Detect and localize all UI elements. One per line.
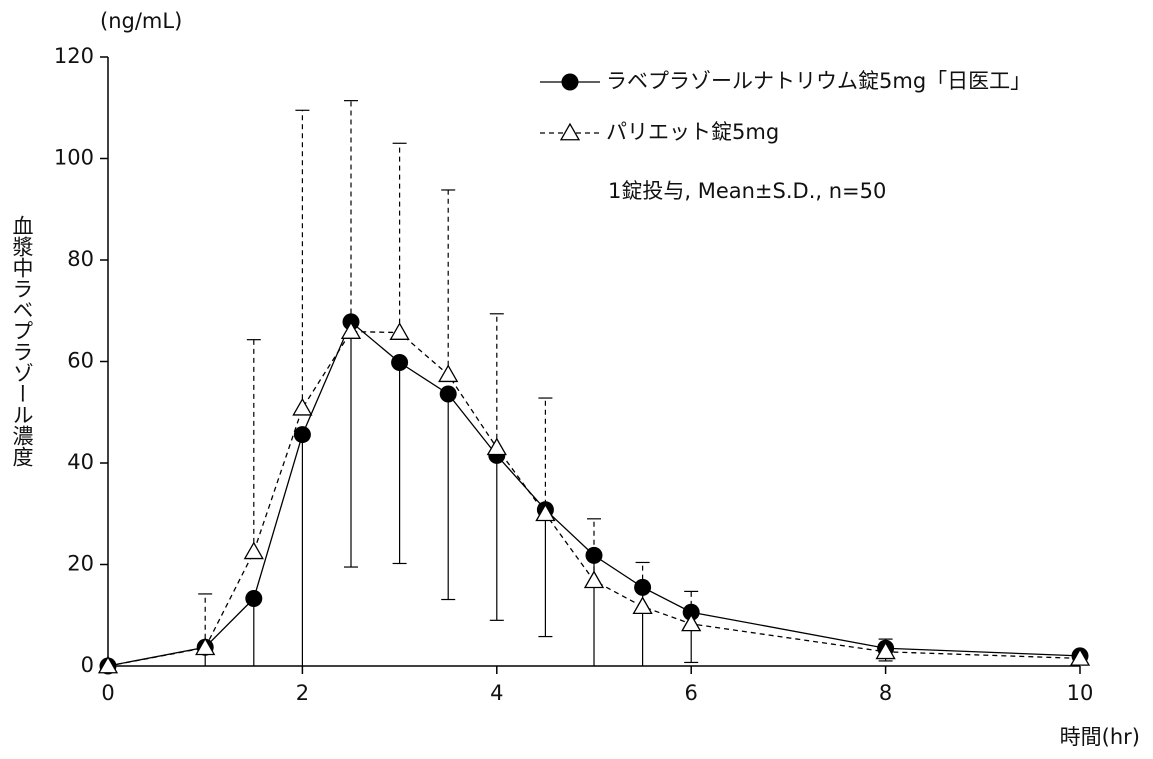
data-point	[875, 641, 896, 660]
x-tick-label: 4	[490, 681, 503, 705]
x-axis-label: 時間(hr)	[1060, 725, 1140, 749]
data-point	[391, 354, 409, 372]
data-point	[632, 596, 653, 615]
y-axis-label: 血漿中ラベプラゾール濃度	[10, 215, 34, 467]
data-point	[681, 613, 702, 632]
data-point	[634, 578, 652, 596]
y-tick-label: 40	[67, 450, 94, 474]
data-point	[195, 637, 216, 656]
y-tick-label: 80	[67, 247, 94, 271]
y-tick-label: 120	[54, 44, 94, 68]
data-point	[585, 546, 603, 564]
data-point	[583, 570, 605, 589]
annotation: 1錠投与, Mean±S.D., n=50	[608, 179, 886, 203]
data-point	[293, 426, 311, 444]
data-point	[340, 321, 362, 339]
x-tick-label: 2	[296, 681, 309, 705]
x-tick-label: 10	[1067, 681, 1094, 705]
x-tick-label: 8	[879, 681, 892, 705]
data-point	[682, 603, 700, 621]
data-point	[292, 397, 313, 416]
data-point	[438, 364, 459, 383]
series-line	[107, 320, 1081, 667]
legend-label: パリエット錠5mg	[606, 120, 779, 144]
y-tick-label: 20	[67, 552, 94, 576]
y-tick-label: 60	[67, 349, 94, 373]
y-tick-label: 0	[81, 653, 94, 677]
data-point	[486, 437, 507, 456]
data-point	[1069, 648, 1091, 666]
x-tick-label: 0	[101, 681, 114, 705]
legend-label: ラベプラゾールナトリウム錠5mg「日医工」	[606, 69, 1031, 93]
y-unit: (ng/mL)	[100, 9, 182, 33]
x-tick-label: 6	[685, 681, 698, 705]
data-point	[389, 322, 410, 340]
legend-marker	[559, 122, 581, 141]
y-tick-label: 100	[54, 146, 94, 170]
data-point	[243, 541, 264, 560]
data-point	[535, 503, 556, 522]
series-line	[107, 330, 1081, 667]
data-point	[439, 385, 457, 403]
data-point	[97, 655, 119, 674]
data-point	[245, 590, 263, 608]
legend-marker	[561, 73, 579, 91]
